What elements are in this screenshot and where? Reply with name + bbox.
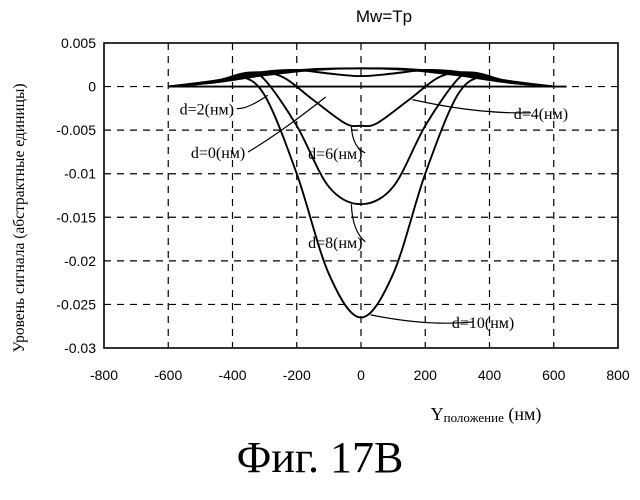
- x-tick-label: 600: [542, 367, 566, 383]
- curve-label: d=4(нм): [514, 106, 568, 123]
- y-tick-label: -0.025: [56, 296, 96, 312]
- x-tick-label: 200: [414, 367, 438, 383]
- curve-label: d=6(нм): [308, 146, 362, 163]
- chart-svg: 0.0050-0.005-0.01-0.015-0.02-0.025-0.03 …: [0, 0, 640, 435]
- grid-lines: [104, 43, 618, 348]
- x-tick-label: -800: [90, 367, 118, 383]
- x-tick-label: -600: [154, 367, 182, 383]
- x-axis-label-subscript: положение: [444, 410, 504, 425]
- x-axis-label-unit: (нм): [504, 404, 542, 425]
- x-axis-label: Yположение (нм): [431, 404, 542, 425]
- x-tick-label: 800: [606, 367, 630, 383]
- x-tick-labels: -800 -600 -400 -200 0 200 400 600 800: [90, 367, 630, 383]
- y-tick-label: -0.005: [56, 122, 96, 138]
- curve-label: d=10(нм): [452, 315, 514, 332]
- y-tick-label: -0.01: [64, 166, 96, 182]
- curve-label: d=0(нм): [191, 145, 245, 162]
- y-tick-label: -0.03: [64, 340, 96, 356]
- annotation-leader: [237, 95, 268, 108]
- curve-label: d=2(нм): [180, 101, 234, 118]
- y-tick-labels: 0.005 0 -0.005 -0.01 -0.015 -0.02 -0.025 -0.03: [56, 35, 96, 356]
- y-axis-label: Уровень сигнала (абстрактные единицы): [11, 83, 28, 352]
- chart-title: Mw=Tp: [356, 7, 412, 26]
- x-tick-label: -400: [218, 367, 246, 383]
- curve-annotations: d=2(нм) d=0(нм) d=6(нм) d=8(нм) d=4(нм) d=10(…: [180, 95, 568, 332]
- x-axis-label-symbol: Y: [431, 404, 444, 424]
- x-tick-label: 400: [478, 367, 502, 383]
- figure-caption: Фиг. 17В: [0, 432, 640, 484]
- y-tick-label: 0: [88, 79, 96, 95]
- y-tick-label: -0.015: [56, 209, 96, 225]
- y-tick-label: 0.005: [61, 35, 96, 51]
- y-tick-label: -0.02: [64, 253, 96, 269]
- x-tick-label: 0: [357, 367, 365, 383]
- annotation-leader: [248, 97, 326, 152]
- curve-label: d=8(нм): [308, 235, 362, 252]
- x-tick-label: -200: [283, 367, 311, 383]
